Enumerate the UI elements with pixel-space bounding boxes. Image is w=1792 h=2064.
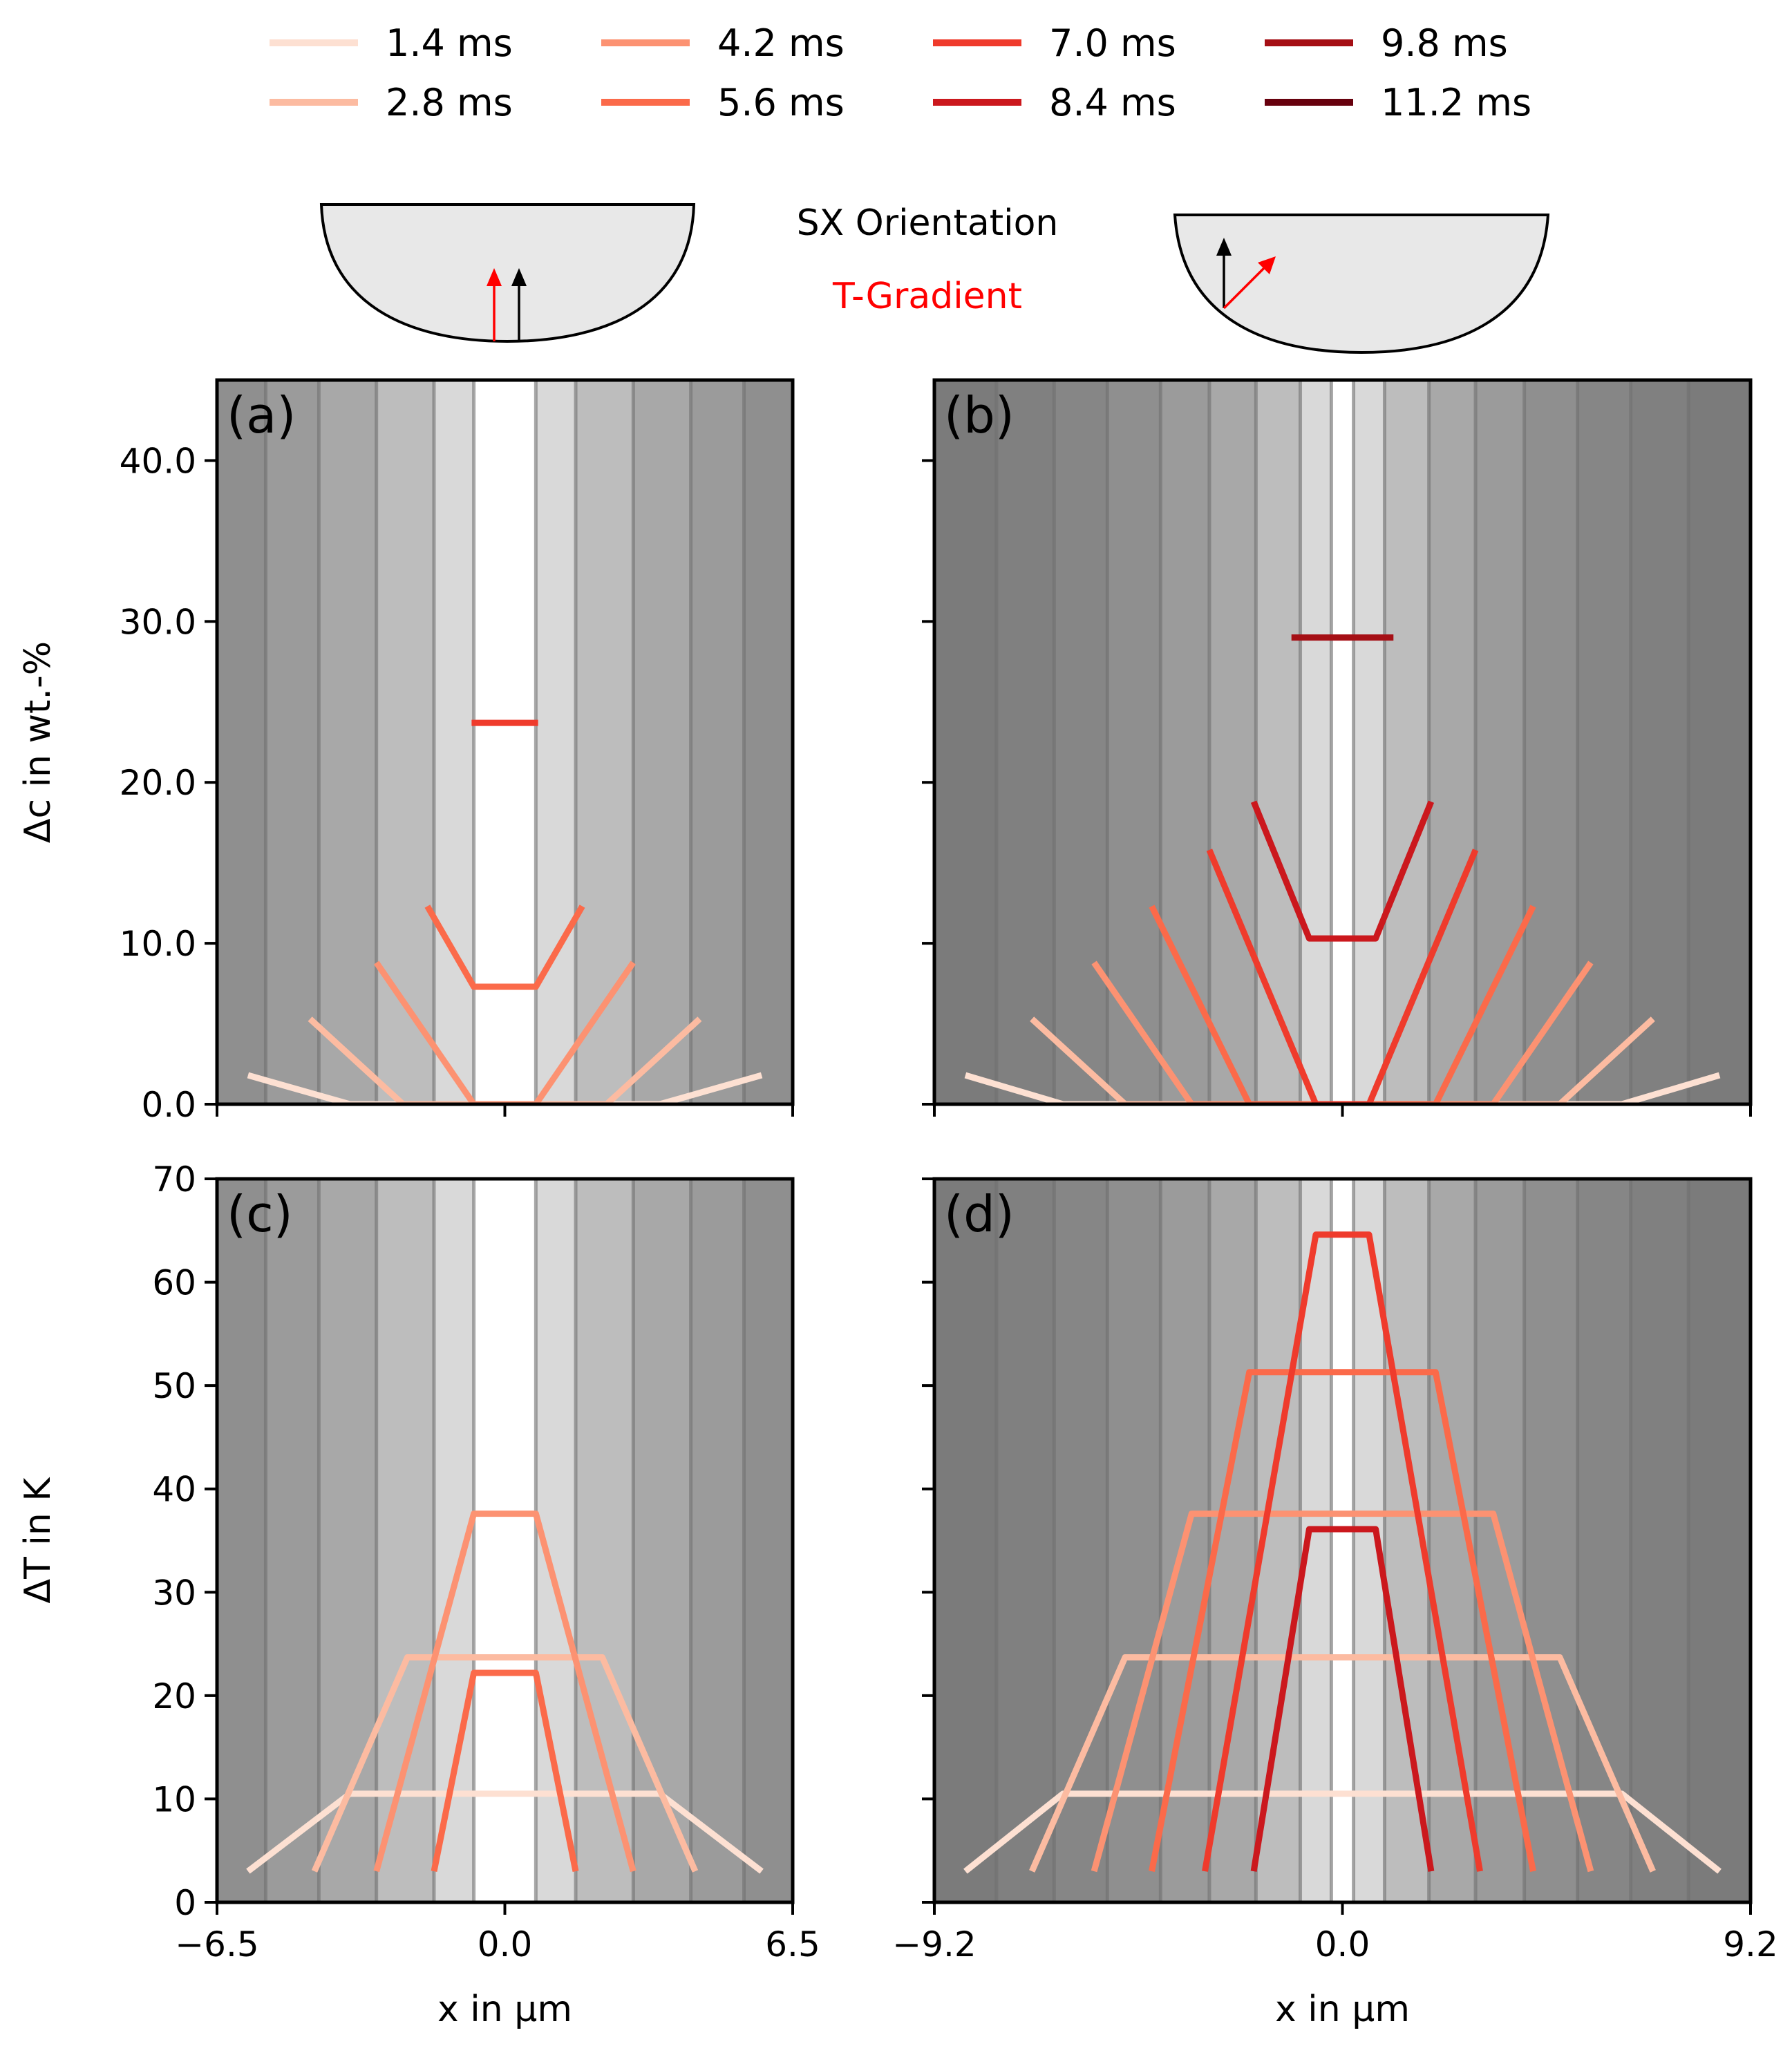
x-axis-label: x in μm [1275,1989,1410,2030]
y-tick-label: 40.0 [120,441,196,481]
y-tick-label: 10 [152,1779,196,1819]
legend: 1.4 ms 2.8 ms 4.2 ms 5.6 ms 7.0 ms 8.4 ms 9.8 … [270,21,1531,124]
gradient-arrow-right [1223,265,1267,310]
series-line-1-4-ms [247,1072,763,1104]
x-tick-label: 0.0 [478,1924,533,1964]
panel-label: (b) [944,386,1015,444]
panel-label: (a) [227,386,296,444]
y-axis-label: Δc in wt.-% [17,641,59,843]
y-tick-label: 70 [152,1159,196,1200]
series-line-2-8-ms [1029,1654,1656,1873]
grain-band [1331,1179,1354,1902]
series-line-5-6-ms [1149,905,1536,1104]
y-tick-label: 50 [152,1366,196,1406]
legend-label: 8.4 ms [1049,81,1176,124]
series-line-4-2-ms [373,1511,636,1873]
x-axis-label: x in μm [437,1989,572,2030]
series-line-2-8-ms [1030,1016,1655,1104]
series-line-4-2-ms [1091,1511,1594,1873]
y-tick-label: 0 [174,1883,196,1923]
panel-label: (d) [944,1185,1015,1243]
panel-b: (b) [922,378,1753,1117]
x-tick-label: 0.0 [1315,1924,1370,1964]
legend-label: 2.8 ms [386,81,513,124]
t-gradient-label: T-Gradient [832,276,1022,317]
gradient-arrowhead-right [1258,256,1276,274]
series-line-4-2-ms [373,960,636,1104]
series-line-1-4-ms [963,1790,1722,1874]
series-line-8-4-ms [1250,800,1435,942]
orientation-arrowhead-left [511,268,527,286]
series-line-7-0-ms [1206,849,1479,1104]
series-line-2-8-ms [308,1016,702,1104]
legend-label: 7.0 ms [1049,21,1176,65]
grain-band [1331,380,1354,1104]
grain-band [473,1179,536,1902]
series-line-1-4-ms [964,1072,1721,1104]
y-tick-label: 30.0 [120,602,196,642]
x-tick-label: 6.5 [765,1924,820,1964]
panel-c: 0 10 20 30 40 50 60 70 −6.5 0.0 6.5 (c) ΔT in K x in … [17,1159,820,2030]
panel-d: −9.2 0.0 9.2 (d) x in μm [892,1177,1778,2030]
legend-label: 5.6 ms [717,81,845,124]
meltpool-right [1173,214,1550,354]
series-line-1-4-ms [246,1790,764,1874]
y-tick-label: 30 [152,1573,196,1613]
x-tick-label: −6.5 [175,1924,258,1964]
gradient-arrowhead-left [487,268,502,286]
x-tick-label: 9.2 [1723,1924,1778,1964]
y-tick-label: 40 [152,1470,196,1510]
legend-label: 4.2 ms [717,21,845,65]
series-line-4-2-ms [1091,960,1594,1104]
series-line-5-6-ms [424,905,585,990]
series-line-7-0-ms [1202,1231,1483,1872]
y-tick-label: 20.0 [120,763,196,803]
schematics: SX Orientation T-Gradient [319,202,1550,354]
y-tick-label: 20 [152,1676,196,1716]
grain-band [473,380,536,1104]
orientation-arrowhead-right [1216,238,1232,256]
legend-label: 1.4 ms [386,21,513,65]
meltpool-left [319,203,696,343]
x-tick-label: −9.2 [892,1924,976,1964]
series-line-8-4-ms [1250,1526,1435,1872]
series-line-5-6-ms [431,1669,579,1872]
y-tick-label: 60 [152,1263,196,1303]
series-line-2-8-ms [311,1654,699,1873]
panel-label: (c) [227,1185,293,1243]
y-tick-label: 10.0 [120,924,196,964]
panel-a: 0.0 10.0 20.0 30.0 40.0 (a) Δc in wt.-% [17,378,795,1125]
y-tick-label: 0.0 [141,1085,196,1125]
sx-orientation-label: SX Orientation [797,202,1059,244]
legend-label: 9.8 ms [1381,21,1508,65]
series-line-5-6-ms [1149,1369,1536,1872]
legend-label: 11.2 ms [1381,81,1531,124]
y-axis-label: ΔT in K [17,1477,59,1604]
